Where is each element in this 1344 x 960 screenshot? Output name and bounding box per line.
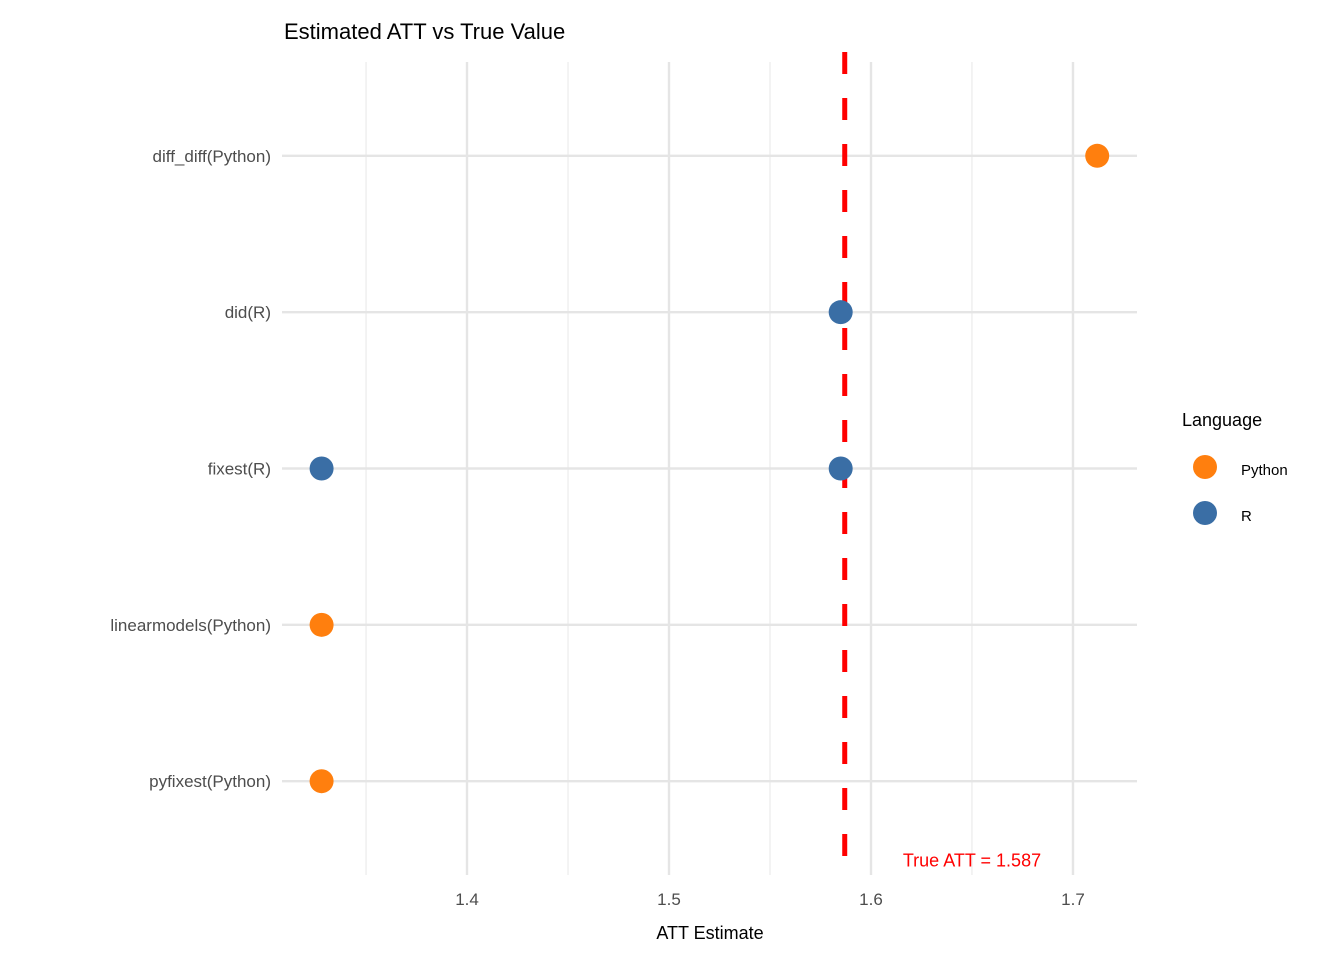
data-point	[309, 612, 334, 637]
legend: Language Python R	[1182, 410, 1288, 525]
y-tick-label: pyfixest(Python)	[149, 772, 271, 791]
x-tick-label: 1.5	[657, 890, 681, 909]
data-point	[309, 769, 334, 794]
grid	[282, 62, 1137, 875]
x-tick-label: 1.6	[859, 890, 883, 909]
points	[309, 143, 1110, 794]
y-tick-label: did(R)	[225, 303, 271, 322]
y-axis-labels: pyfixest(Python) linearmodels(Python) fixe…	[110, 147, 271, 791]
y-tick-label: fixest(R)	[208, 460, 271, 479]
y-tick-label: linearmodels(Python)	[110, 616, 271, 635]
x-axis-title: ATT Estimate	[656, 923, 763, 943]
data-point	[309, 456, 334, 481]
legend-title: Language	[1182, 410, 1262, 430]
x-tick-label: 1.4	[455, 890, 479, 909]
data-point	[1085, 143, 1110, 168]
x-tick-label: 1.7	[1061, 890, 1085, 909]
y-tick-label: diff_diff(Python)	[153, 147, 271, 166]
chart-title: Estimated ATT vs True Value	[284, 19, 565, 44]
true-att-annotation: True ATT = 1.587	[903, 850, 1041, 870]
legend-key-python	[1193, 455, 1217, 479]
data-point	[828, 300, 853, 325]
x-axis-labels: 1.4 1.5 1.6 1.7	[455, 890, 1085, 909]
legend-label-python: Python	[1241, 462, 1288, 479]
legend-label-r: R	[1241, 508, 1252, 525]
data-point	[828, 456, 853, 481]
legend-key-r	[1193, 501, 1217, 525]
